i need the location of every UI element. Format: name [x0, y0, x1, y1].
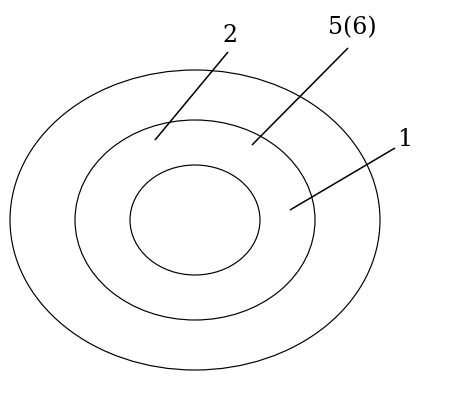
Text: 2: 2 — [222, 23, 237, 46]
Text: 1: 1 — [397, 129, 413, 152]
Text: 5(6): 5(6) — [328, 17, 376, 39]
